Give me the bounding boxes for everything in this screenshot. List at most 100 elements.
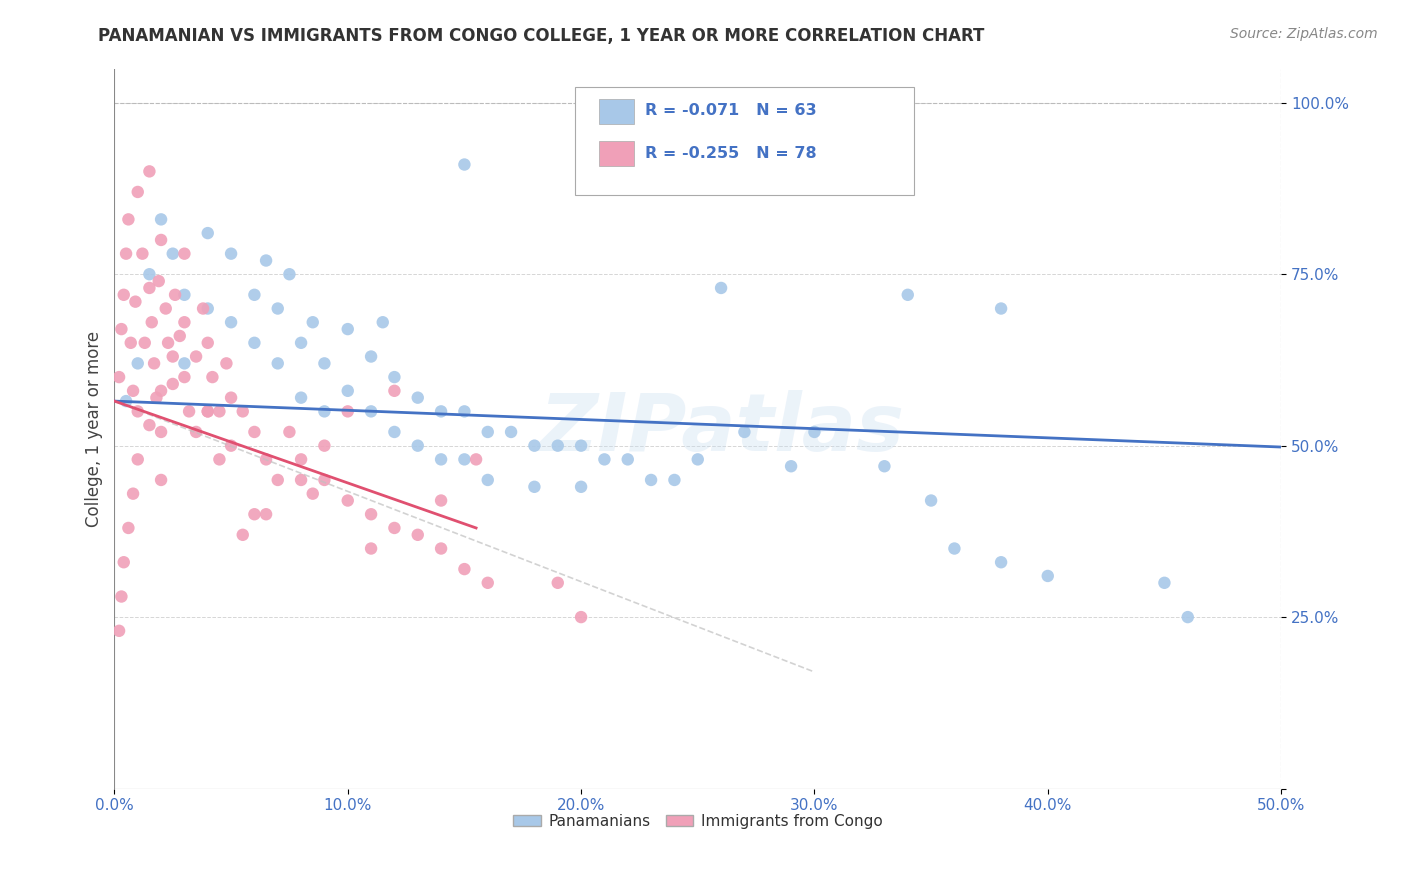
Point [873,459,896,474]
Point [110,590,132,604]
Point [127,452,149,467]
Point [314,473,336,487]
Point [267,356,290,370]
Point [162,246,184,260]
Point [127,356,149,370]
Point [215,356,238,370]
Point [138,267,160,281]
Point [290,391,312,405]
Point [162,376,184,391]
Text: PANAMANIAN VS IMMIGRANTS FROM CONGO COLLEGE, 1 YEAR OR MORE CORRELATION CHART: PANAMANIAN VS IMMIGRANTS FROM CONGO COLL… [98,27,984,45]
Point [406,528,429,542]
Point [108,370,131,384]
Point [169,329,191,343]
Point [453,452,475,467]
Point [290,473,312,487]
Point [780,459,803,474]
Point [360,507,382,521]
Point [201,370,224,384]
Point [453,157,475,171]
Point [219,315,242,329]
Point [150,384,173,398]
Point [990,555,1012,569]
Point [733,425,755,439]
Point [290,335,312,350]
Point [430,452,453,467]
Point [115,246,138,260]
Point [314,404,336,418]
Point [278,267,301,281]
Text: Source: ZipAtlas.com: Source: ZipAtlas.com [1230,27,1378,41]
Point [150,233,173,247]
Point [173,370,195,384]
Point [290,452,312,467]
Point [208,404,231,418]
Point [117,212,139,227]
Point [360,404,382,418]
Point [371,315,394,329]
Point [131,246,153,260]
Point [127,404,149,418]
Point [127,185,149,199]
Point [197,335,219,350]
Point [117,521,139,535]
Point [477,575,499,590]
Point [243,425,266,439]
Point [243,335,266,350]
Point [232,404,254,418]
Point [173,315,195,329]
Point [150,473,173,487]
Point [115,394,138,409]
Point [384,521,406,535]
Text: R = -0.071   N = 63: R = -0.071 N = 63 [645,103,817,118]
Point [301,315,323,329]
Point [173,246,195,260]
Point [336,322,359,336]
Point [406,439,429,453]
Point [243,507,266,521]
Point [314,356,336,370]
Point [219,391,242,405]
Point [219,246,242,260]
Point [710,281,733,295]
Point [138,164,160,178]
Point [616,452,638,467]
Y-axis label: College, 1 year or more: College, 1 year or more [86,330,103,526]
Point [384,370,406,384]
Point [191,301,214,316]
Point [640,178,662,193]
Point [1177,610,1199,624]
Point [138,418,160,433]
Point [254,253,277,268]
Point [465,452,488,467]
Point [569,610,592,624]
Point [165,288,187,302]
Point [523,439,546,453]
Point [177,404,200,418]
Point [162,350,184,364]
FancyBboxPatch shape [599,99,634,124]
Point [453,404,475,418]
Point [523,480,546,494]
Point [664,473,686,487]
Point [897,288,920,302]
Point [197,301,219,316]
Point [134,335,156,350]
Point [208,452,231,467]
Point [547,575,569,590]
Point [569,439,592,453]
Point [150,212,173,227]
Point [314,439,336,453]
Point [197,404,219,418]
Point [110,322,132,336]
Point [453,562,475,576]
Point [124,294,146,309]
Point [120,335,142,350]
Point [430,404,453,418]
Point [254,452,277,467]
Point [145,391,167,405]
Point [122,486,145,500]
Point [569,480,592,494]
Point [943,541,966,556]
Point [920,493,942,508]
